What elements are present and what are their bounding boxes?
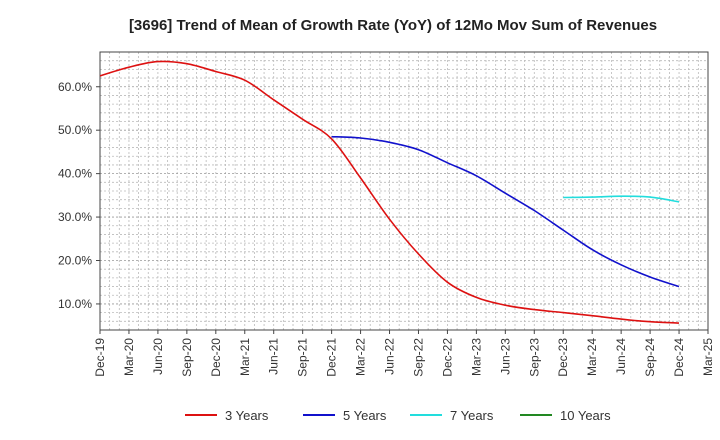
x-tick-label: Sep-23: [527, 338, 541, 377]
x-tick-label: Jun-20: [151, 338, 165, 375]
chart-title: [3696] Trend of Mean of Growth Rate (YoY…: [129, 17, 657, 34]
x-tick-label: Jun-23: [498, 338, 512, 375]
x-tick-label: Sep-22: [411, 338, 425, 377]
legend-label-7-years: 7 Years: [450, 408, 494, 423]
x-tick-label: Sep-24: [643, 338, 657, 377]
x-tick-label: Sep-21: [296, 338, 310, 377]
y-tick-label: 20.0%: [58, 254, 92, 268]
x-tick-label: Mar-22: [354, 338, 368, 376]
x-tick-label: Dec-21: [325, 338, 339, 377]
x-tick-label: Jun-21: [267, 338, 281, 375]
x-tick-label: Mar-20: [122, 338, 136, 376]
legend-label-10-years: 10 Years: [560, 408, 611, 423]
legend-label-5-years: 5 Years: [343, 408, 387, 423]
x-tick-label: Dec-22: [440, 338, 454, 377]
x-tick-label: Mar-25: [701, 338, 715, 376]
legend: 3 Years 5 Years 7 Years 10 Years: [185, 408, 611, 423]
x-tick-label: Dec-19: [93, 338, 107, 377]
x-tick-label: Sep-20: [180, 338, 194, 377]
grid-lines: [100, 51, 708, 331]
y-tick-label: 60.0%: [58, 80, 92, 94]
x-tick-label: Mar-21: [238, 338, 252, 376]
series-lines: [99, 60, 680, 324]
x-tick-label: Dec-23: [556, 338, 570, 377]
x-axis: Dec-19 Mar-20 Jun-20 Sep-20 Dec-20 Mar-21 Jun-…: [93, 330, 715, 377]
x-tick-label: Dec-20: [209, 338, 223, 377]
x-tick-label: Jun-24: [614, 338, 628, 375]
plot-frame: [99, 51, 709, 331]
y-tick-label: 10.0%: [58, 297, 92, 311]
y-tick-label: 50.0%: [58, 123, 92, 137]
x-tick-label: Mar-23: [469, 338, 483, 376]
y-axis: 10.0% 20.0% 30.0% 40.0% 50.0% 60.0%: [58, 80, 100, 311]
series-line-5-years: [331, 135, 680, 288]
x-tick-label: Jun-22: [383, 338, 397, 375]
legend-label-3-years: 3 Years: [225, 408, 269, 423]
x-tick-label: Mar-24: [585, 338, 599, 376]
y-tick-label: 40.0%: [58, 167, 92, 181]
y-tick-label: 30.0%: [58, 210, 92, 224]
series-line-7-years: [563, 195, 680, 203]
x-tick-label: Dec-24: [672, 338, 686, 377]
series-line-3-years: [99, 60, 680, 324]
